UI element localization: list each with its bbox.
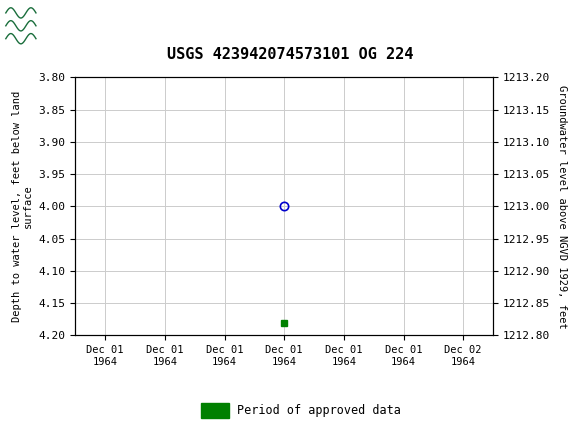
- FancyBboxPatch shape: [5, 4, 37, 47]
- Bar: [201, 403, 229, 418]
- Text: Period of approved data: Period of approved data: [237, 404, 401, 417]
- Y-axis label: Depth to water level, feet below land
surface: Depth to water level, feet below land su…: [12, 91, 33, 322]
- Text: USGS: USGS: [41, 16, 109, 36]
- Text: USGS 423942074573101 OG 224: USGS 423942074573101 OG 224: [167, 47, 413, 62]
- Y-axis label: Groundwater level above NGVD 1929, feet: Groundwater level above NGVD 1929, feet: [557, 85, 567, 328]
